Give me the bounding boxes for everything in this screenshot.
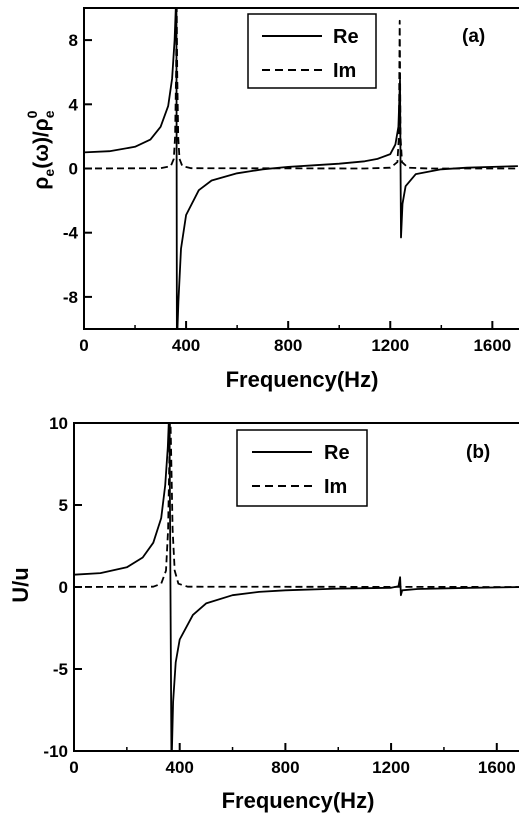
- legend-label-re-a: Re: [333, 26, 359, 48]
- chart-panel-a: 0 400 800 1200 1600 8 4 0 -4 -8 (a) Frequency(Hz)…: [24, 7, 519, 392]
- x-axis-title-b: Frequency(Hz): [222, 788, 375, 813]
- y-tick-label-a-4: -8: [63, 288, 78, 307]
- x-tick-label-a-4: 1600: [473, 336, 511, 355]
- series-line-b-im: [74, 423, 519, 588]
- ylabel-sup-0: 0: [24, 110, 40, 118]
- chart-panel-b: 0 400 800 1200 1600 10 5 0 -5 -10 (b) Frequency(H…: [8, 414, 519, 813]
- y-tick-label-a-0: 8: [69, 31, 78, 50]
- legend-a: Re Im: [247, 13, 377, 89]
- ylabel-sub-e: e: [41, 169, 57, 177]
- y-tick-label-a-1: 4: [69, 95, 79, 114]
- y-tick-label-b-1: 5: [59, 496, 68, 515]
- x-axis-title-a: Frequency(Hz): [226, 367, 379, 392]
- lines-a: [84, 8, 518, 329]
- y-tick-label-a-3: -4: [63, 224, 79, 243]
- x-tick-label-a-2: 800: [274, 336, 302, 355]
- series-line-b-re: [74, 423, 519, 751]
- panel-label-a: (a): [462, 26, 485, 47]
- legend-b: Re Im: [236, 429, 368, 507]
- ylabel-omega: (ω): [30, 137, 53, 169]
- plot-frame-a: [83, 7, 519, 330]
- lines-b: [74, 423, 519, 751]
- ticks-b: 0 400 800 1200 1600 10 5 0 -5 -10: [43, 414, 515, 777]
- svg-text:ρe(ω)/ρe0: ρe(ω)/ρe0: [24, 110, 57, 189]
- y-axis-title-a: ρe(ω)/ρe0: [24, 110, 57, 189]
- x-tick-label-b-0: 0: [69, 758, 78, 777]
- legend-box-b: [236, 429, 368, 507]
- y-tick-label-b-0: 10: [49, 414, 68, 433]
- y-tick-label-b-4: -10: [43, 742, 68, 761]
- ylabel-rho-2: ρ: [30, 118, 53, 131]
- y-tick-label-b-2: 0: [59, 578, 68, 597]
- x-tick-label-a-0: 0: [79, 336, 88, 355]
- y-tick-label-a-2: 0: [69, 160, 78, 179]
- plot-frame-b: [73, 422, 519, 752]
- x-tick-label-b-4: 1600: [478, 758, 516, 777]
- panel-label-b: (b): [466, 442, 490, 463]
- legend-label-im-a: Im: [333, 60, 356, 82]
- x-tick-label-a-3: 1200: [371, 336, 409, 355]
- legend-label-im-b: Im: [324, 476, 347, 498]
- x-tick-label-b-3: 1200: [372, 758, 410, 777]
- x-tick-label-b-2: 800: [271, 758, 299, 777]
- ylabel-slash: /: [30, 131, 53, 137]
- legend-box-a: [247, 13, 377, 89]
- x-tick-label-b-1: 400: [166, 758, 194, 777]
- ylabel-rho: ρ: [30, 177, 53, 190]
- series-line-a-im: [84, 8, 518, 170]
- legend-label-re-b: Re: [324, 442, 350, 464]
- x-tick-label-a-1: 400: [172, 336, 200, 355]
- y-tick-label-b-3: -5: [53, 660, 68, 679]
- ticks-a: 0 400 800 1200 1600 8 4 0 -4 -8: [63, 31, 511, 355]
- y-axis-title-b: U/u: [8, 567, 33, 602]
- ylabel-sub-e-2: e: [41, 110, 57, 118]
